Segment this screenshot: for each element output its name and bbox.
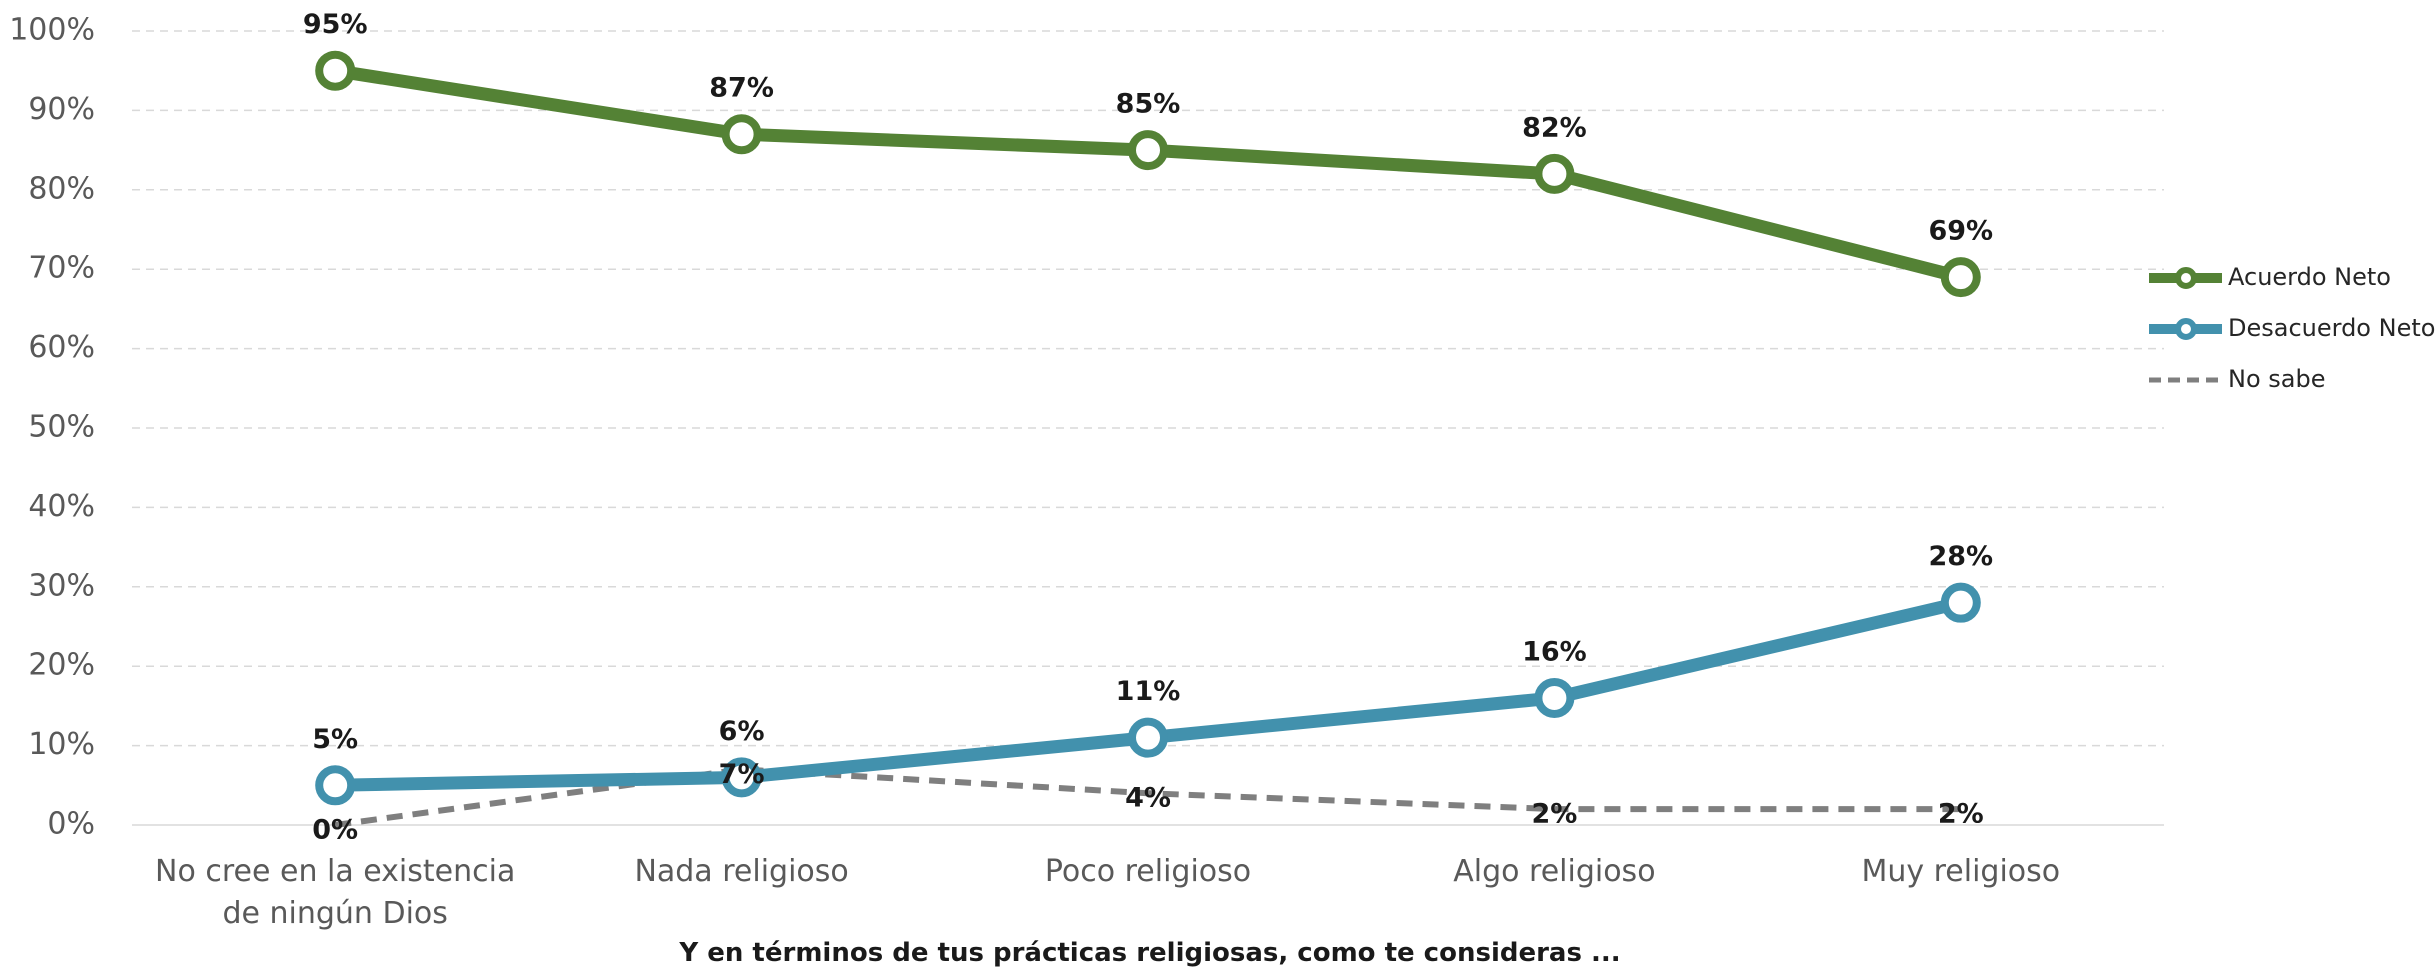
data-label: 87% — [709, 73, 774, 104]
data-label: 69% — [1928, 216, 1993, 247]
legend-marker — [2175, 318, 2197, 340]
data-label: 0% — [312, 815, 358, 846]
y-tick-label: 80% — [28, 171, 95, 206]
legend-marker — [2175, 267, 2197, 289]
marker — [315, 50, 356, 91]
data-label: 6% — [719, 716, 765, 747]
data-label: 95% — [303, 9, 368, 40]
data-label: 2% — [1938, 799, 1984, 830]
y-tick-label: 10% — [28, 727, 95, 762]
data-label: 4% — [1125, 783, 1171, 814]
marker — [721, 757, 762, 798]
x-tick-label: Nada religioso — [634, 854, 849, 889]
marker — [1128, 717, 1168, 758]
legend-label: Desacuerdo Neto — [2228, 314, 2435, 342]
data-label: 11% — [1116, 676, 1181, 707]
data-label: 82% — [1522, 112, 1587, 143]
marker — [1940, 582, 1981, 623]
y-tick-label: 60% — [28, 330, 95, 365]
legend-label: No sabe — [2228, 365, 2325, 393]
y-tick-label: 100% — [9, 13, 95, 48]
y-tick-label: 40% — [28, 489, 95, 524]
x-tick-label: No cree en la existencia de ningún Dios — [155, 854, 516, 931]
x-tick-label: Poco religioso — [1044, 854, 1252, 889]
data-label: 28% — [1928, 541, 1993, 572]
series-line — [334, 766, 1961, 828]
data-label: 16% — [1522, 636, 1587, 667]
legend-label: Acuerdo Neto — [2228, 263, 2391, 291]
data-label: 7% — [719, 759, 765, 790]
y-tick-label: 20% — [28, 648, 95, 683]
y-tick-label: 90% — [28, 92, 95, 127]
marker — [1534, 153, 1575, 194]
y-tick-label: 70% — [28, 251, 95, 286]
marker — [721, 114, 762, 155]
data-label: 5% — [312, 724, 358, 755]
marker — [1534, 677, 1575, 718]
y-tick-label: 0% — [47, 807, 95, 842]
data-label: 2% — [1531, 799, 1577, 830]
marker — [315, 765, 356, 806]
y-tick-label: 30% — [28, 568, 95, 603]
data-label: 85% — [1116, 89, 1181, 120]
x-tick-label: Algo religioso — [1453, 854, 1656, 889]
y-tick-label: 50% — [28, 410, 95, 445]
marker — [1128, 130, 1168, 171]
x-tick-label: Muy religioso — [1861, 854, 2061, 889]
marker — [1940, 257, 1981, 298]
x-axis-title: Y en términos de tus prácticas religiosa… — [679, 938, 1621, 968]
